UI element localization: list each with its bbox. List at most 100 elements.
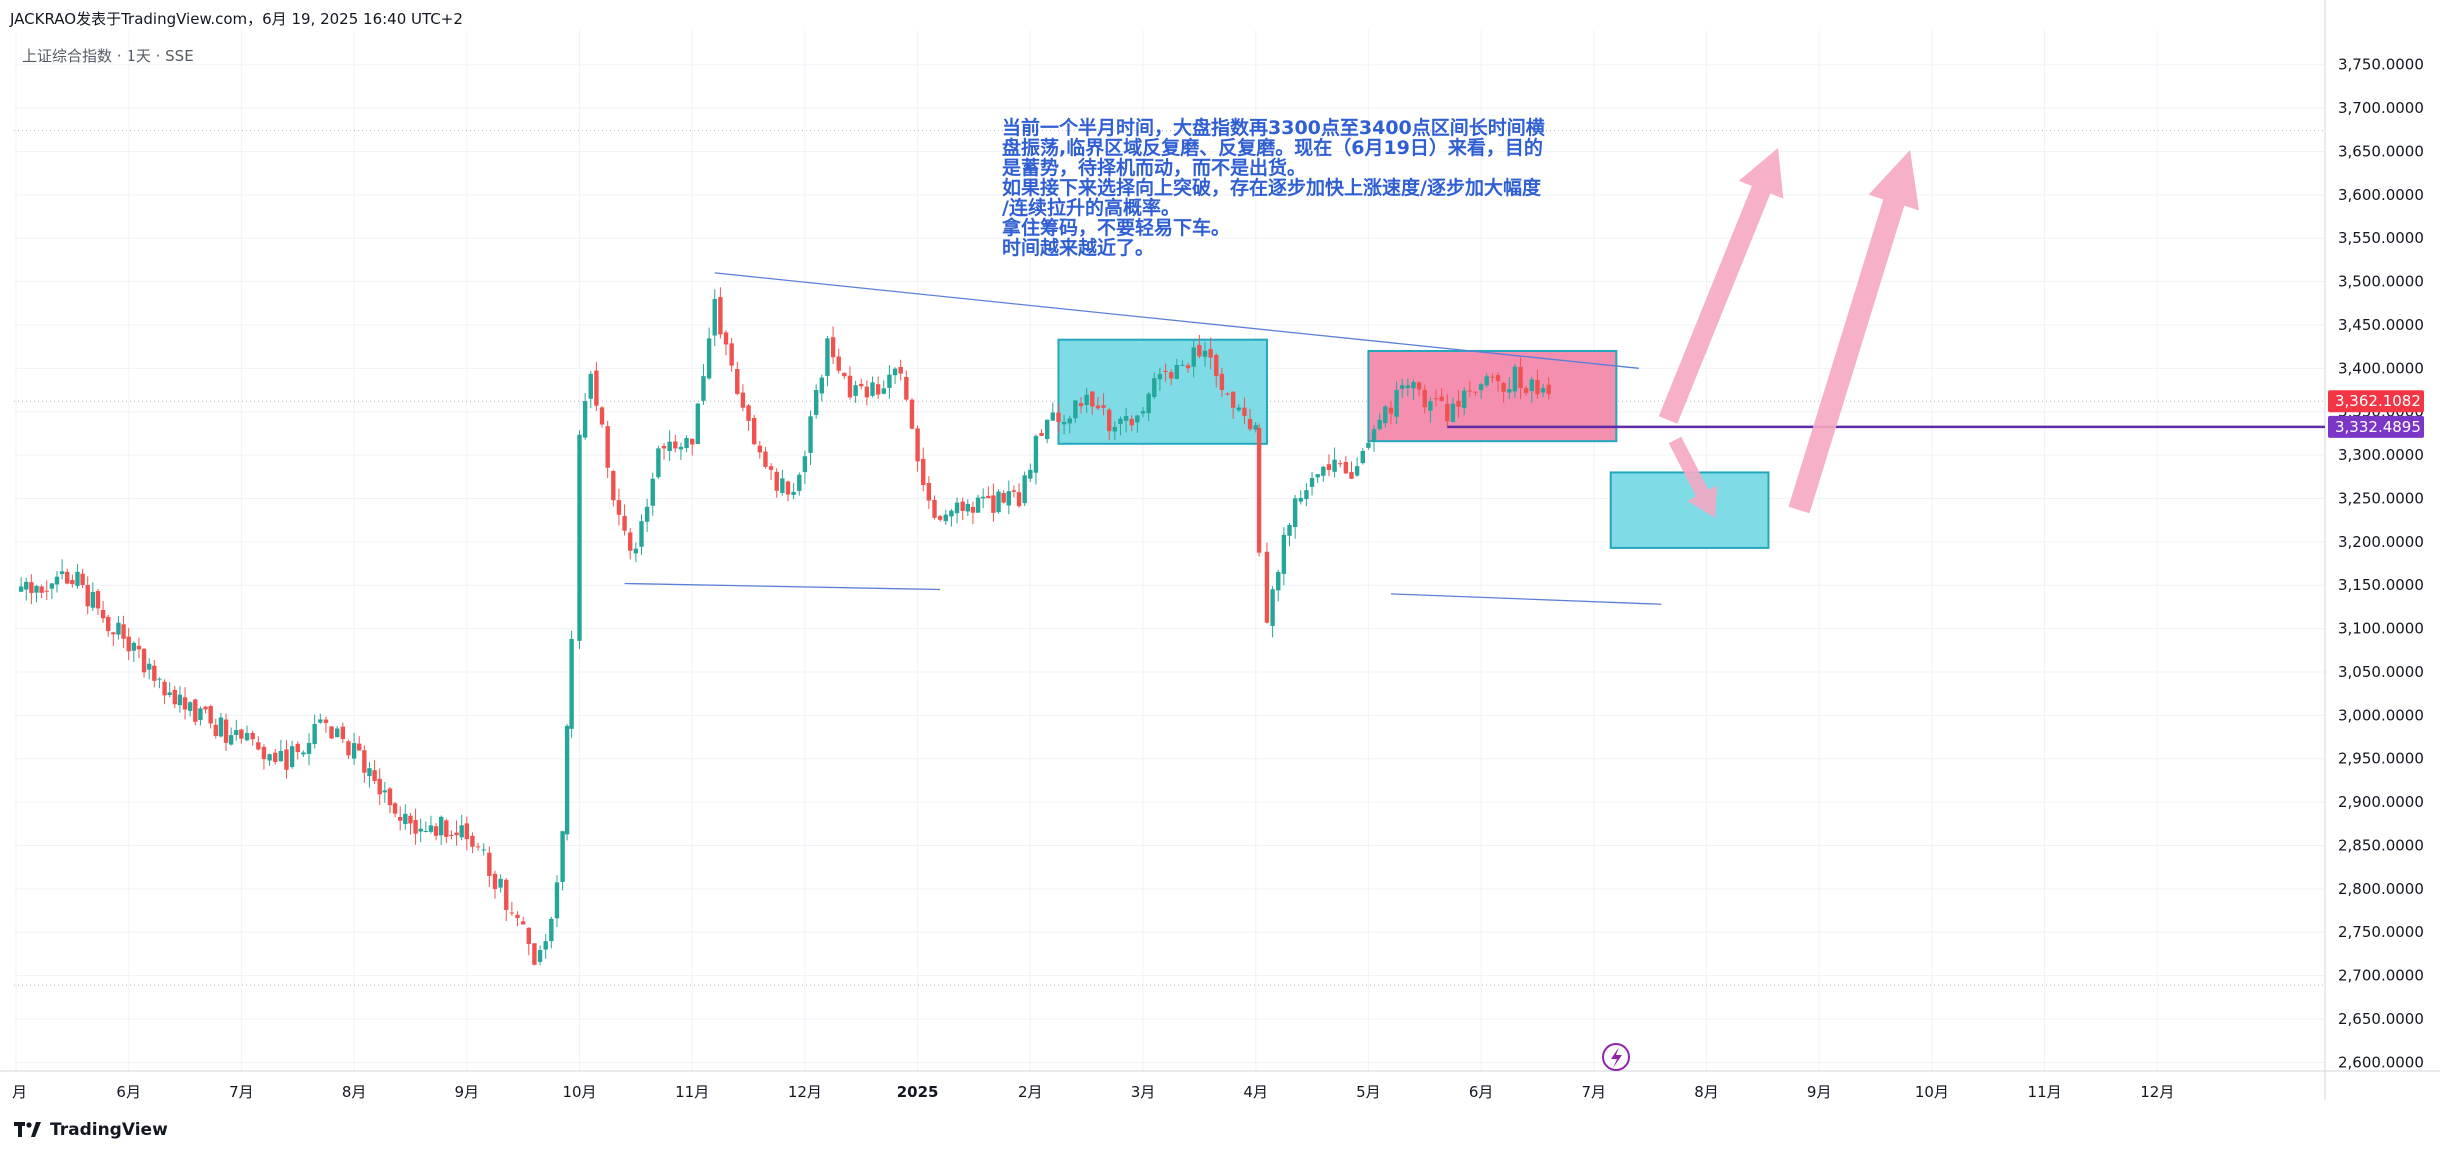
analysis-note-line: 时间越来越近了。 xyxy=(1002,237,1155,259)
time-tick-label: 9月 xyxy=(455,1083,480,1101)
time-tick-label: 7月 xyxy=(229,1083,254,1101)
candle xyxy=(470,832,475,854)
candle xyxy=(1135,414,1140,433)
candle xyxy=(1366,436,1371,450)
candle xyxy=(146,658,152,680)
candle xyxy=(996,489,1001,514)
candle xyxy=(808,410,813,466)
candle xyxy=(323,716,329,734)
candle xyxy=(223,713,229,751)
candle xyxy=(433,823,439,841)
candle xyxy=(526,927,531,956)
time-tick-label: 7月 xyxy=(1582,1083,1607,1101)
candle xyxy=(475,842,481,851)
candle xyxy=(1028,463,1033,482)
candle xyxy=(1219,368,1225,397)
candle xyxy=(594,361,599,412)
candle xyxy=(859,378,864,390)
candle xyxy=(932,495,937,520)
price-tick-label: 3,400.0000 xyxy=(2338,359,2424,377)
candle xyxy=(588,370,593,409)
candle xyxy=(1377,413,1382,431)
candle xyxy=(949,508,954,527)
candle xyxy=(926,476,932,510)
candle xyxy=(121,615,126,648)
candle xyxy=(1061,414,1067,435)
candle xyxy=(198,706,203,726)
candle xyxy=(428,815,434,834)
candle xyxy=(24,577,29,601)
candle xyxy=(1214,353,1219,388)
candle xyxy=(684,435,689,453)
analysis-note-line: 盘振荡,临界区域反复磨、反复磨。现在（6月19日）来看，目的 xyxy=(1002,137,1543,159)
candle xyxy=(1118,416,1123,436)
candle xyxy=(340,722,346,743)
candle xyxy=(1016,483,1022,508)
candle xyxy=(75,564,80,589)
candle xyxy=(1129,415,1134,432)
candle xyxy=(1304,483,1309,507)
candle xyxy=(392,801,398,818)
price-tick-label: 3,050.0000 xyxy=(2338,663,2424,681)
candle xyxy=(830,326,836,365)
candle xyxy=(152,660,157,688)
candle xyxy=(182,687,188,720)
candle xyxy=(954,497,960,524)
candle xyxy=(1202,341,1208,367)
candle xyxy=(768,463,774,480)
candle xyxy=(1033,434,1039,485)
candle xyxy=(661,443,667,460)
candle xyxy=(131,641,137,663)
candle xyxy=(408,812,413,835)
price-tick-label: 2,600.0000 xyxy=(2338,1053,2424,1071)
candle xyxy=(667,430,672,461)
analysis-note-line: 是蓄势，待择机而动，而不是出货。 xyxy=(1002,157,1307,179)
candle xyxy=(357,736,362,751)
candle xyxy=(487,846,492,888)
drawings-foreground xyxy=(624,148,2325,605)
candle xyxy=(372,760,377,784)
candle xyxy=(1225,392,1230,396)
candle xyxy=(250,730,255,746)
candle xyxy=(256,736,261,751)
candle xyxy=(980,488,986,509)
candle xyxy=(167,682,172,698)
candle xyxy=(1535,369,1540,399)
candle xyxy=(172,685,178,708)
candle xyxy=(515,911,520,927)
price-tick-label: 3,100.0000 xyxy=(2338,620,2424,638)
candle xyxy=(695,402,701,445)
upper-trendline xyxy=(714,272,1639,369)
candle xyxy=(1045,419,1050,444)
candle xyxy=(870,376,875,398)
candle xyxy=(234,719,239,741)
time-tick-label: 6月 xyxy=(116,1083,141,1101)
tradingview-logo[interactable]: TradingView xyxy=(14,1120,168,1140)
candle xyxy=(644,498,650,532)
candle xyxy=(622,504,627,536)
candle xyxy=(605,420,610,479)
candle xyxy=(898,359,903,381)
candle xyxy=(582,393,588,440)
candle xyxy=(1450,397,1456,423)
candle xyxy=(1168,369,1174,386)
candle xyxy=(1383,405,1388,428)
price-tick-label: 3,650.0000 xyxy=(2338,142,2424,160)
candle xyxy=(836,348,841,374)
candle xyxy=(520,916,526,925)
candle xyxy=(228,727,234,746)
candle xyxy=(1264,542,1270,624)
candle xyxy=(1191,340,1196,378)
symbol-info[interactable]: 上证综合指数 · 1天 · SSE xyxy=(22,47,194,65)
lightning-icon[interactable] xyxy=(1602,1043,1630,1071)
candle xyxy=(763,446,768,469)
candle xyxy=(802,450,808,484)
price-tick-label: 3,300.0000 xyxy=(2338,446,2424,464)
price-tick-label: 3,550.0000 xyxy=(2338,229,2424,247)
candle xyxy=(454,820,459,846)
candle xyxy=(791,483,796,500)
candle xyxy=(943,509,948,525)
candle xyxy=(780,470,785,496)
candle xyxy=(413,808,418,845)
